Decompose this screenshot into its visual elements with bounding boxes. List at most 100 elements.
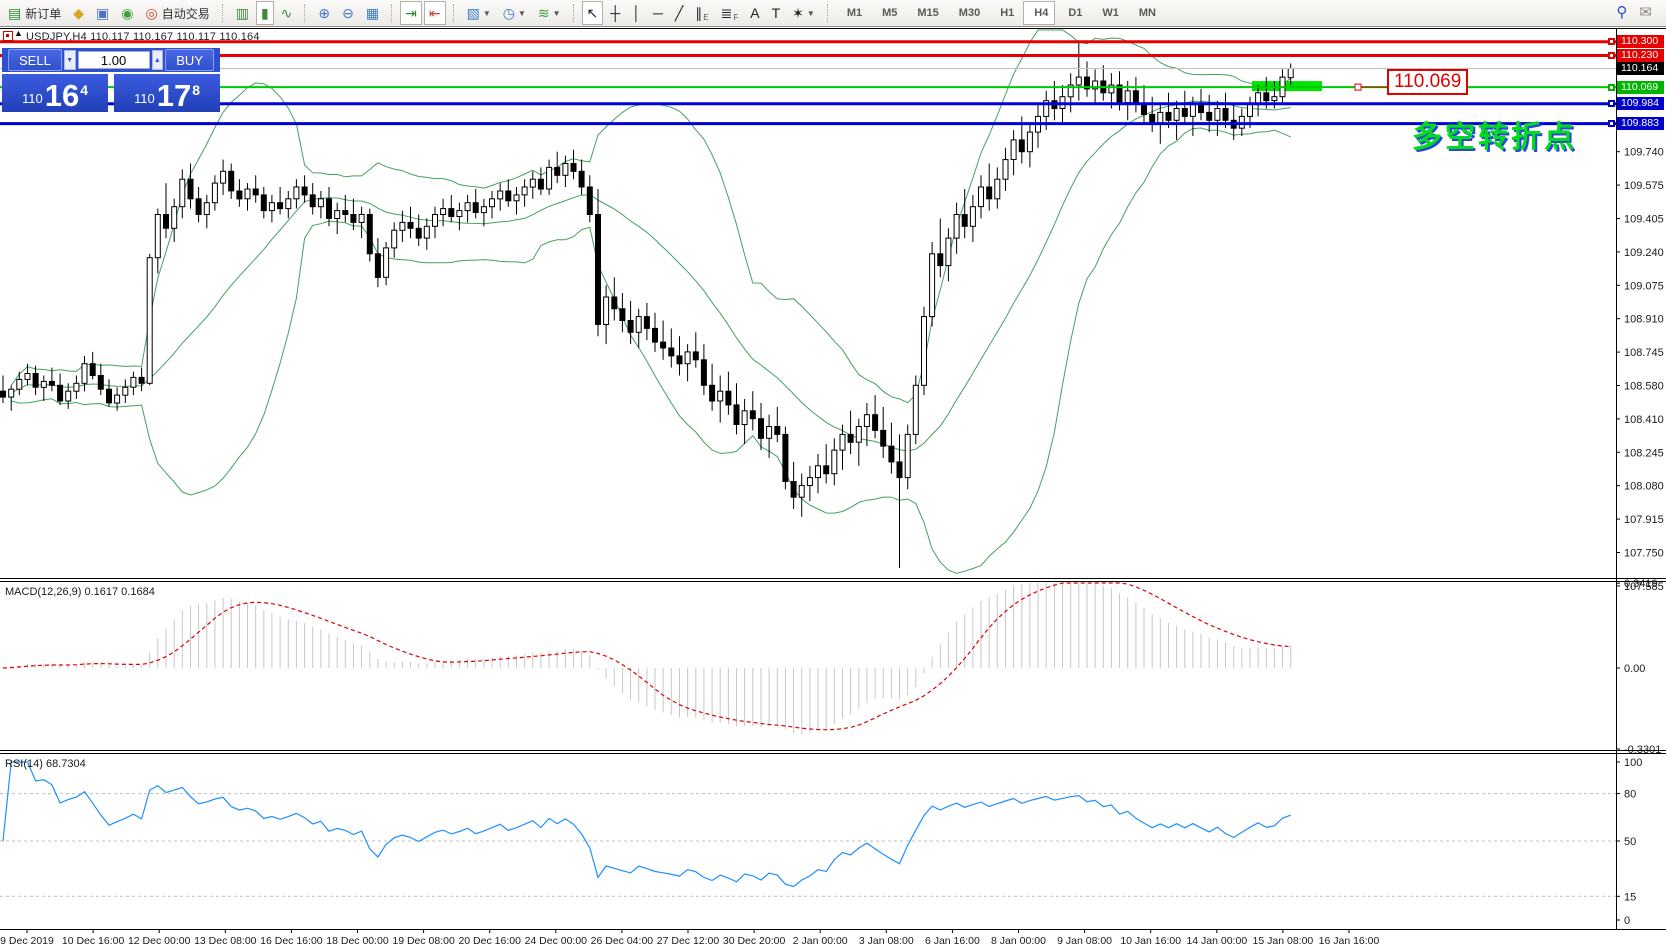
svg-text:18 Dec 00:00: 18 Dec 00:00 bbox=[326, 935, 389, 947]
search-button[interactable]: ⚲ bbox=[1611, 1, 1632, 25]
svg-text:10 Dec 16:00: 10 Dec 16:00 bbox=[62, 935, 125, 947]
chart-shift-button[interactable]: ⇤ bbox=[423, 1, 446, 25]
fibonacci-button[interactable]: ≣ F bbox=[720, 5, 739, 22]
text-label-icon: T bbox=[771, 5, 781, 21]
timeframe-h1[interactable]: H1 bbox=[1000, 7, 1015, 19]
line-marker[interactable] bbox=[1608, 120, 1615, 128]
svg-text:108.245: 108.245 bbox=[1624, 447, 1664, 459]
one-click-top-row: SELL ▼ ▲ BUY bbox=[2, 48, 220, 72]
timeframe-w1[interactable]: W1 bbox=[1102, 7, 1119, 19]
chat-button[interactable]: ✉ bbox=[1634, 1, 1657, 25]
svg-text:9 Jan 08:00: 9 Jan 08:00 bbox=[1057, 935, 1112, 947]
line-marker[interactable] bbox=[1608, 52, 1615, 59]
horizontal-line-button[interactable]: ─ bbox=[648, 1, 668, 25]
vertical-line-icon: │ bbox=[632, 5, 641, 21]
rsi-line bbox=[2, 761, 1291, 888]
arrows-button[interactable]: ✶ ▼ bbox=[787, 1, 820, 25]
svg-text:9 Dec 2019: 9 Dec 2019 bbox=[0, 935, 54, 947]
sell-price-handle: 110 bbox=[21, 91, 43, 106]
macd-indicator-label: MACD(12,26,9) 0.1617 0.1684 bbox=[5, 586, 155, 598]
svg-text:108.745: 108.745 bbox=[1624, 347, 1664, 359]
auto-scroll-button[interactable]: ⇥ bbox=[400, 1, 422, 25]
autotrade-button[interactable]: ◎ 自动交易 bbox=[145, 5, 210, 21]
market-watch-icon: ▣ bbox=[96, 5, 110, 21]
dropdown-arrow-icon: ▼ bbox=[517, 8, 526, 18]
zoom-in-button[interactable]: ⊕ bbox=[313, 1, 335, 25]
toolbar-group-zoom: ⊕ ⊖ ▦ bbox=[312, 1, 385, 25]
panel-separator[interactable] bbox=[0, 748, 1666, 754]
volume-increase-button[interactable]: ▲ bbox=[151, 50, 164, 70]
timeframe-m1[interactable]: M1 bbox=[846, 7, 863, 19]
trendline-button[interactable]: ╱ bbox=[670, 1, 688, 25]
sell-button[interactable]: SELL bbox=[8, 49, 62, 71]
bar-chart-icon: ▥ bbox=[235, 5, 249, 21]
svg-text:-0.3301: -0.3301 bbox=[1624, 744, 1661, 756]
svg-text:15: 15 bbox=[1624, 891, 1636, 903]
symbol-expand-arrow-icon[interactable]: ▲ bbox=[14, 28, 23, 38]
macd-signal-line bbox=[2, 582, 1291, 731]
zoom-out-button[interactable]: ⊖ bbox=[337, 1, 359, 25]
macd-histogram bbox=[10, 583, 1292, 735]
profile-icon: ◆ bbox=[73, 5, 85, 21]
line-chart-button[interactable]: ∿ bbox=[276, 1, 298, 25]
new-chart-button[interactable]: ▧ ▼ bbox=[462, 1, 496, 25]
equidistant-channel-button[interactable]: ∥ E bbox=[695, 5, 709, 22]
timeframe-m5[interactable]: M5 bbox=[882, 7, 898, 19]
svg-text:50: 50 bbox=[1624, 836, 1636, 848]
toolbar-separator bbox=[452, 4, 455, 22]
indicators-button[interactable]: ≋ ▼ bbox=[533, 1, 566, 25]
cursor-button[interactable]: ↖ bbox=[581, 1, 604, 25]
volume-input[interactable] bbox=[77, 51, 150, 69]
svg-text:16 Jan 16:00: 16 Jan 16:00 bbox=[1319, 935, 1380, 947]
svg-text:10 Jan 16:00: 10 Jan 16:00 bbox=[1120, 935, 1181, 947]
line-marker[interactable] bbox=[1608, 100, 1615, 108]
chart-annotation-text[interactable]: 多空转折点 bbox=[1412, 121, 1577, 154]
toolbar-separator bbox=[304, 4, 306, 22]
vertical-line-button[interactable]: │ bbox=[627, 1, 646, 25]
buy-button[interactable]: BUY bbox=[165, 49, 214, 71]
time-axis: 9 Dec 2019 10 Dec 16:00 12 Dec 00:00 13 Dec… bbox=[0, 929, 1380, 947]
rsi-indicator-label: RSI(14) 68.7304 bbox=[5, 758, 86, 770]
profile-button[interactable]: ◆ bbox=[68, 1, 89, 25]
text-button[interactable]: A bbox=[745, 1, 764, 25]
timeframe-m15[interactable]: M15 bbox=[917, 7, 939, 19]
panel-separator[interactable] bbox=[0, 576, 1666, 582]
one-click-collapse-icon[interactable] bbox=[3, 31, 13, 41]
market-watch-button[interactable]: ▣ bbox=[91, 1, 114, 25]
timeframe-d1[interactable]: D1 bbox=[1068, 7, 1083, 19]
toolbar-separator bbox=[826, 4, 829, 22]
svg-text:15 Jan 08:00: 15 Jan 08:00 bbox=[1253, 935, 1314, 947]
timeframe-h4[interactable]: H4 bbox=[1023, 1, 1056, 25]
buy-price[interactable]: 110 17 8 bbox=[114, 74, 220, 112]
text-icon: A bbox=[750, 5, 760, 21]
price-callout-label[interactable]: 110.069 bbox=[1387, 69, 1469, 95]
periods-button[interactable]: ◷ ▼ bbox=[498, 1, 531, 25]
signals-icon: ◉ bbox=[121, 5, 134, 21]
signals-button[interactable]: ◉ bbox=[116, 1, 138, 25]
svg-text:0: 0 bbox=[1624, 915, 1630, 927]
panel-frames bbox=[0, 28, 1666, 930]
sell-price[interactable]: 110 16 4 bbox=[2, 74, 108, 112]
line-marker[interactable] bbox=[1608, 38, 1615, 46]
timeframe-mn[interactable]: MN bbox=[1138, 7, 1156, 19]
line-marker[interactable] bbox=[1608, 83, 1615, 91]
new-order-button[interactable]: ▤ 新订单 bbox=[8, 5, 62, 21]
candlestick-icon: ▮ bbox=[260, 5, 269, 21]
svg-text:107.585: 107.585 bbox=[1624, 581, 1664, 593]
horizontal-line-icon: ─ bbox=[652, 5, 663, 21]
timeframe-m30[interactable]: M30 bbox=[958, 7, 981, 19]
toolbar-separator bbox=[391, 4, 393, 22]
crosshair-button[interactable]: ┼ bbox=[605, 1, 625, 25]
arrows-icon: ✶ bbox=[792, 5, 804, 21]
symbol-ohlc-info: USDJPY,H4 110.117 110.167 110.117 110.16… bbox=[26, 31, 260, 43]
candlestick-button[interactable]: ▮ bbox=[255, 1, 274, 25]
volume-decrease-button[interactable]: ▼ bbox=[63, 50, 76, 70]
tile-windows-icon: ▦ bbox=[365, 5, 380, 21]
autotrade-icon: ◎ bbox=[145, 5, 158, 21]
bar-chart-button[interactable]: ▥ bbox=[231, 1, 254, 25]
price-axis: 109.740 109.575 109.405 109.240 109.075 108.9… bbox=[1616, 147, 1664, 927]
text-label-button[interactable]: T bbox=[767, 1, 786, 25]
svg-text:109.405: 109.405 bbox=[1624, 214, 1664, 226]
tile-windows-button[interactable]: ▦ bbox=[361, 1, 384, 25]
